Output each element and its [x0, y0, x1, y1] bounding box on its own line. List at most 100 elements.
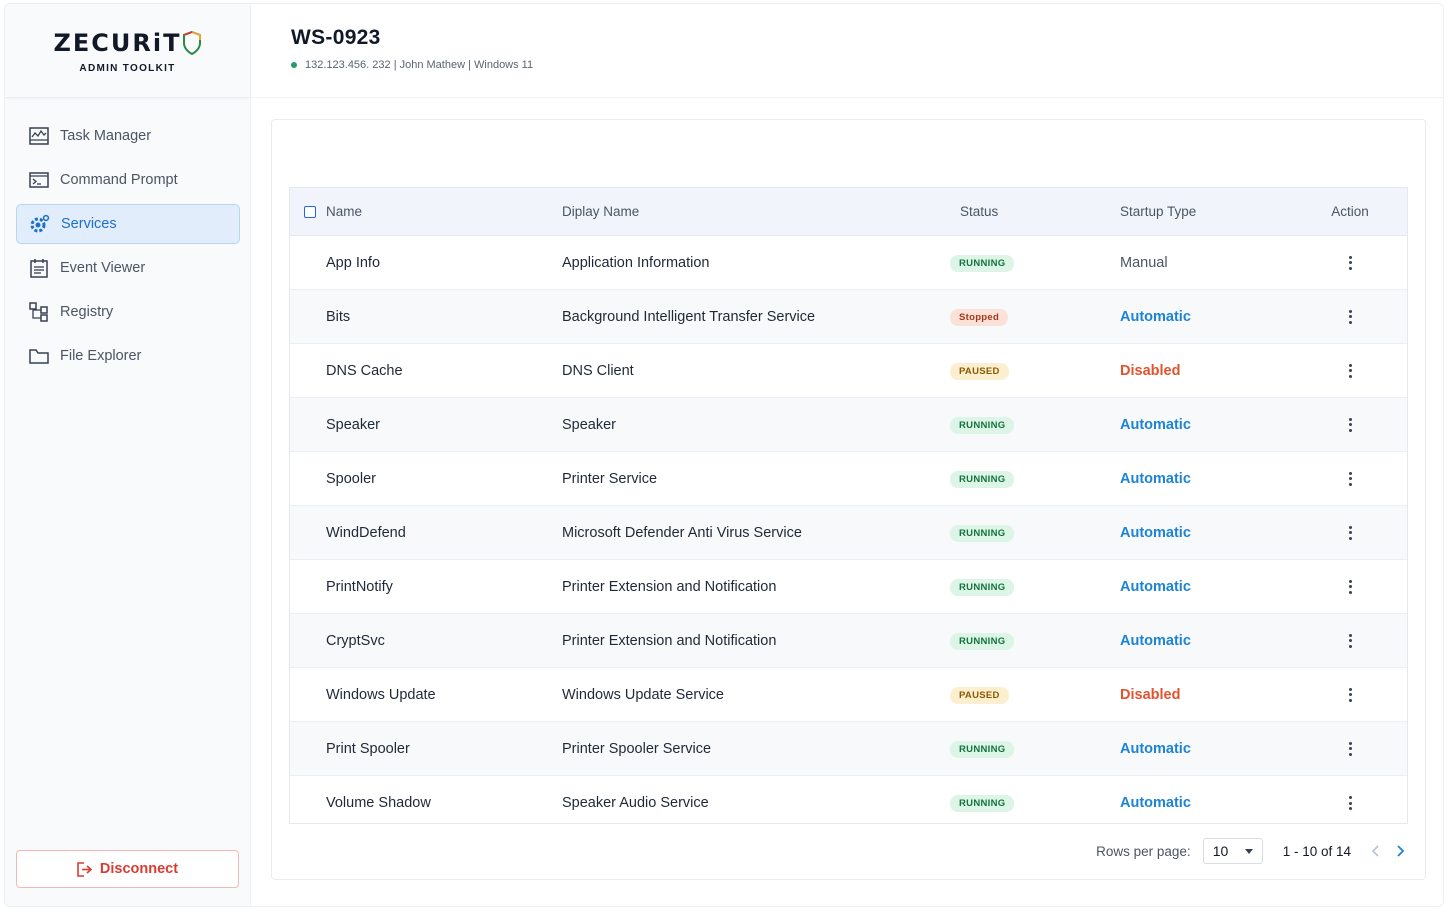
disconnect-label: Disconnect	[99, 861, 179, 877]
terminal-icon	[28, 169, 50, 191]
disconnect-button[interactable]: Disconnect	[16, 850, 239, 888]
status-cell: PAUSED	[942, 686, 1120, 704]
brand-logo-text: ZECURiT	[53, 29, 182, 57]
column-header-startup-type[interactable]: Startup Type	[1120, 204, 1197, 219]
sidebar-item-command-prompt[interactable]: Command Prompt	[16, 160, 240, 200]
shield-logo-icon	[183, 31, 202, 55]
action-cell	[1300, 740, 1400, 758]
sidebar-item-label: Services	[61, 216, 117, 232]
task-manager-icon	[28, 125, 50, 147]
select-all-checkbox[interactable]	[304, 205, 316, 218]
brand: ZECURiT ADMIN TOOLKIT	[5, 4, 250, 98]
service-name: Windows Update	[326, 686, 436, 703]
service-name: Volume Shadow	[326, 795, 431, 811]
table-header: Name Diplay Name Status Startup Type Act…	[290, 188, 1407, 236]
sidebar-item-file-explorer[interactable]: File Explorer	[16, 336, 240, 376]
more-actions-icon[interactable]	[1342, 308, 1358, 326]
service-display-name: Printer Service	[562, 470, 658, 487]
table-row: Spooler Printer Service RUNNING Automatic	[290, 452, 1407, 506]
status-badge: RUNNING	[950, 416, 1015, 434]
sidebar-item-services[interactable]: Services	[16, 204, 240, 244]
status-cell: RUNNING	[942, 794, 1120, 812]
app-window: ZECURiT ADMIN TOOLKIT Task Manager	[4, 3, 1444, 907]
more-actions-icon[interactable]	[1342, 632, 1358, 650]
pagination: Rows per page: 10 1 - 10 of 14	[1096, 837, 1409, 865]
status-cell: RUNNING	[942, 470, 1120, 488]
sidebar-item-task-manager[interactable]: Task Manager	[16, 116, 240, 156]
startup-type: Automatic	[1120, 470, 1191, 487]
sidebar-item-registry[interactable]: Registry	[16, 292, 240, 332]
services-table: Name Diplay Name Status Startup Type Act…	[289, 187, 1408, 824]
status-cell: PAUSED	[942, 362, 1120, 380]
startup-type: Manual	[1120, 254, 1168, 271]
sidebar-item-label: Task Manager	[60, 128, 152, 144]
select-all-cell	[290, 205, 326, 218]
machine-meta: 132.123.456. 232 | John Mathew | Windows…	[291, 59, 533, 71]
startup-type: Automatic	[1120, 740, 1191, 757]
table-row: Speaker Speaker RUNNING Automatic	[290, 398, 1407, 452]
folder-icon	[28, 345, 50, 367]
service-name: Bits	[326, 308, 351, 325]
gear-icon	[29, 213, 51, 235]
next-page-button[interactable]	[1391, 841, 1409, 861]
rows-per-page-value: 10	[1212, 843, 1229, 859]
brand-logo: ZECURiT	[54, 29, 202, 57]
brand-subtitle: ADMIN TOOLKIT	[79, 63, 176, 74]
service-display-name: Printer Extension and Notification	[562, 632, 777, 649]
startup-type: Disabled	[1120, 686, 1181, 703]
action-cell	[1300, 362, 1400, 380]
startup-type: Automatic	[1120, 578, 1191, 595]
status-badge: Stopped	[950, 308, 1009, 326]
status-badge: RUNNING	[950, 795, 1015, 812]
action-cell	[1300, 254, 1400, 272]
service-name: Speaker	[326, 416, 381, 433]
table-row: DNS Cache DNS Client PAUSED Disabled	[290, 344, 1407, 398]
service-display-name: Speaker	[562, 416, 617, 433]
sidebar: ZECURiT ADMIN TOOLKIT Task Manager	[5, 4, 251, 906]
rows-per-page-select[interactable]: 10	[1202, 838, 1263, 864]
column-header-display-name[interactable]: Diplay Name	[562, 204, 640, 219]
sidebar-item-event-viewer[interactable]: Event Viewer	[16, 248, 240, 288]
table-row: Volume Shadow Speaker Audio Service RUNNIN…	[290, 776, 1407, 830]
more-actions-icon[interactable]	[1342, 470, 1358, 488]
status-cell: RUNNING	[942, 254, 1120, 272]
table-body: App Info Application Information RUNNING Ma…	[290, 236, 1407, 830]
column-header-name[interactable]: Name	[326, 204, 363, 219]
startup-type: Automatic	[1120, 308, 1191, 325]
sidebar-item-label: Registry	[60, 304, 114, 320]
status-badge: RUNNING	[950, 524, 1015, 542]
status-badge: RUNNING	[950, 254, 1015, 272]
registry-icon	[28, 301, 50, 323]
service-name: WindDefend	[326, 524, 406, 541]
service-name: CryptSvc	[326, 632, 385, 649]
more-actions-icon[interactable]	[1342, 524, 1358, 542]
more-actions-icon[interactable]	[1342, 740, 1358, 758]
more-actions-icon[interactable]	[1342, 362, 1358, 380]
action-cell	[1300, 632, 1400, 650]
status-badge: RUNNING	[950, 632, 1015, 650]
machine-meta-text: 132.123.456. 232 | John Mathew | Windows…	[305, 59, 534, 71]
action-cell	[1300, 416, 1400, 434]
sidebar-nav: Task Manager Command Prompt Services Eve…	[16, 116, 240, 380]
more-actions-icon[interactable]	[1342, 794, 1358, 812]
prev-page-button[interactable]	[1367, 841, 1385, 861]
page-header: WS-0923 132.123.456. 232 | John Mathew |…	[251, 4, 1443, 98]
calendar-icon	[28, 257, 50, 279]
more-actions-icon[interactable]	[1342, 578, 1358, 596]
service-display-name: Background Intelligent Transfer Service	[562, 308, 816, 325]
more-actions-icon[interactable]	[1342, 254, 1358, 272]
table-row: App Info Application Information RUNNING Ma…	[290, 236, 1407, 290]
status-cell: RUNNING	[942, 578, 1120, 596]
service-display-name: DNS Client	[562, 362, 634, 379]
service-name: App Info	[326, 254, 381, 271]
more-actions-icon[interactable]	[1342, 686, 1358, 704]
status-cell: Stopped	[942, 308, 1120, 326]
chevron-left-icon	[1372, 845, 1379, 857]
chevron-right-icon	[1397, 845, 1404, 857]
column-header-status[interactable]: Status	[960, 204, 999, 219]
status-cell: RUNNING	[942, 524, 1120, 542]
startup-type: Disabled	[1120, 362, 1181, 379]
table-row: Windows Update Windows Update Service PAUS…	[290, 668, 1407, 722]
action-cell	[1300, 308, 1400, 326]
more-actions-icon[interactable]	[1342, 416, 1358, 434]
